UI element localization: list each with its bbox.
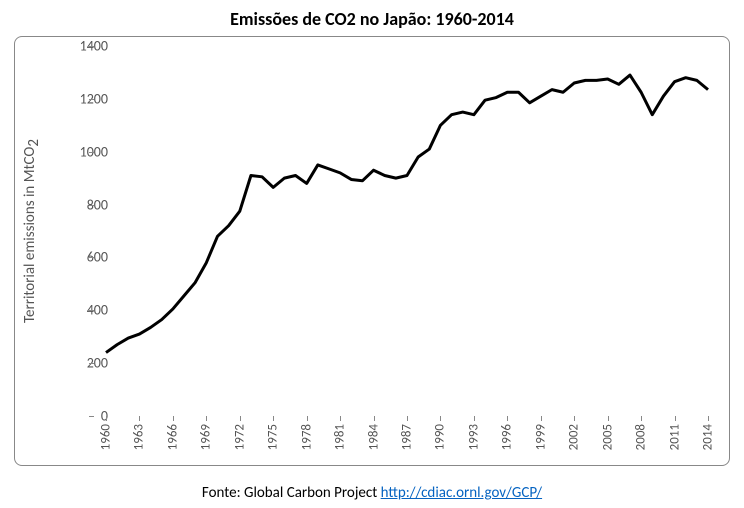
y-tick-label: 400 [58, 302, 108, 319]
x-tick-label: 1999 [533, 424, 548, 450]
y-tick-mark [89, 363, 94, 364]
chart-title: Emissões de CO2 no Japão: 1960-2014 [0, 8, 744, 30]
y-tick-label: 1400 [58, 38, 108, 55]
x-tick-mark [139, 416, 140, 421]
x-tick-mark [273, 416, 274, 421]
y-tick-mark [89, 99, 94, 100]
x-tick-label: 1978 [299, 424, 314, 450]
x-tick-label: 2014 [701, 424, 716, 450]
x-tick-mark [340, 416, 341, 421]
x-tick-mark [106, 416, 107, 421]
y-tick-mark [89, 152, 94, 153]
y-tick-label: 1000 [58, 143, 108, 160]
x-tick-label: 1975 [266, 424, 281, 450]
x-tick-mark [173, 416, 174, 421]
x-tick-label: 2002 [567, 424, 582, 450]
y-tick-label: 200 [58, 355, 108, 372]
y-tick-label: 800 [58, 196, 108, 213]
x-tick-mark [374, 416, 375, 421]
x-tick-mark [507, 416, 508, 421]
x-tick-mark [206, 416, 207, 421]
plot-area [94, 46, 720, 416]
x-tick-mark [240, 416, 241, 421]
y-tick-mark [89, 46, 94, 47]
x-tick-label: 1972 [232, 424, 247, 450]
x-tick-label: 2005 [600, 424, 615, 450]
x-tick-mark [641, 416, 642, 421]
y-axis-label: Territorial emissions in MtCO2 [22, 46, 42, 416]
x-tick-mark [608, 416, 609, 421]
x-tick-label: 1966 [165, 424, 180, 450]
x-tick-label: 1960 [99, 424, 114, 450]
x-tick-label: 1969 [199, 424, 214, 450]
x-tick-mark [708, 416, 709, 421]
y-tick-mark [89, 257, 94, 258]
x-tick-label: 1996 [500, 424, 515, 450]
y-tick-mark [89, 205, 94, 206]
y-tick-mark [89, 310, 94, 311]
y-tick-label: 600 [58, 249, 108, 266]
x-tick-mark [675, 416, 676, 421]
x-tick-mark [440, 416, 441, 421]
x-tick-mark [541, 416, 542, 421]
x-tick-label: 1963 [132, 424, 147, 450]
x-tick-label: 2008 [634, 424, 649, 450]
x-tick-label: 1990 [433, 424, 448, 450]
source-link[interactable]: http://cdiac.ornl.gov/GCP/ [381, 484, 542, 502]
line-series [94, 46, 720, 416]
x-tick-label: 2011 [667, 424, 682, 450]
x-tick-label: 1984 [366, 424, 381, 450]
x-tick-label: 1993 [466, 424, 481, 450]
y-tick-mark [89, 416, 94, 417]
y-tick-label: 1200 [58, 90, 108, 107]
x-tick-mark [574, 416, 575, 421]
chart-container: Emissões de CO2 no Japão: 1960-2014 Terr… [0, 0, 744, 508]
x-tick-label: 1987 [400, 424, 415, 450]
x-tick-label: 1981 [333, 424, 348, 450]
x-tick-mark [307, 416, 308, 421]
data-line [106, 75, 708, 353]
x-tick-mark [407, 416, 408, 421]
chart-footer: Fonte: Global Carbon Project http://cdia… [0, 484, 744, 502]
x-tick-mark [474, 416, 475, 421]
y-tick-label: 0 [58, 408, 108, 425]
